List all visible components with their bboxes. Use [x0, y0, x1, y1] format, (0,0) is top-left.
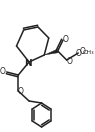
Text: O: O — [80, 48, 86, 56]
Text: O: O — [66, 58, 72, 67]
Text: O: O — [75, 48, 81, 58]
Text: O: O — [18, 86, 24, 95]
Text: O: O — [0, 67, 6, 77]
Polygon shape — [44, 49, 58, 55]
Text: N: N — [24, 60, 32, 69]
Text: O: O — [63, 34, 69, 44]
Text: CH₃: CH₃ — [83, 51, 94, 55]
